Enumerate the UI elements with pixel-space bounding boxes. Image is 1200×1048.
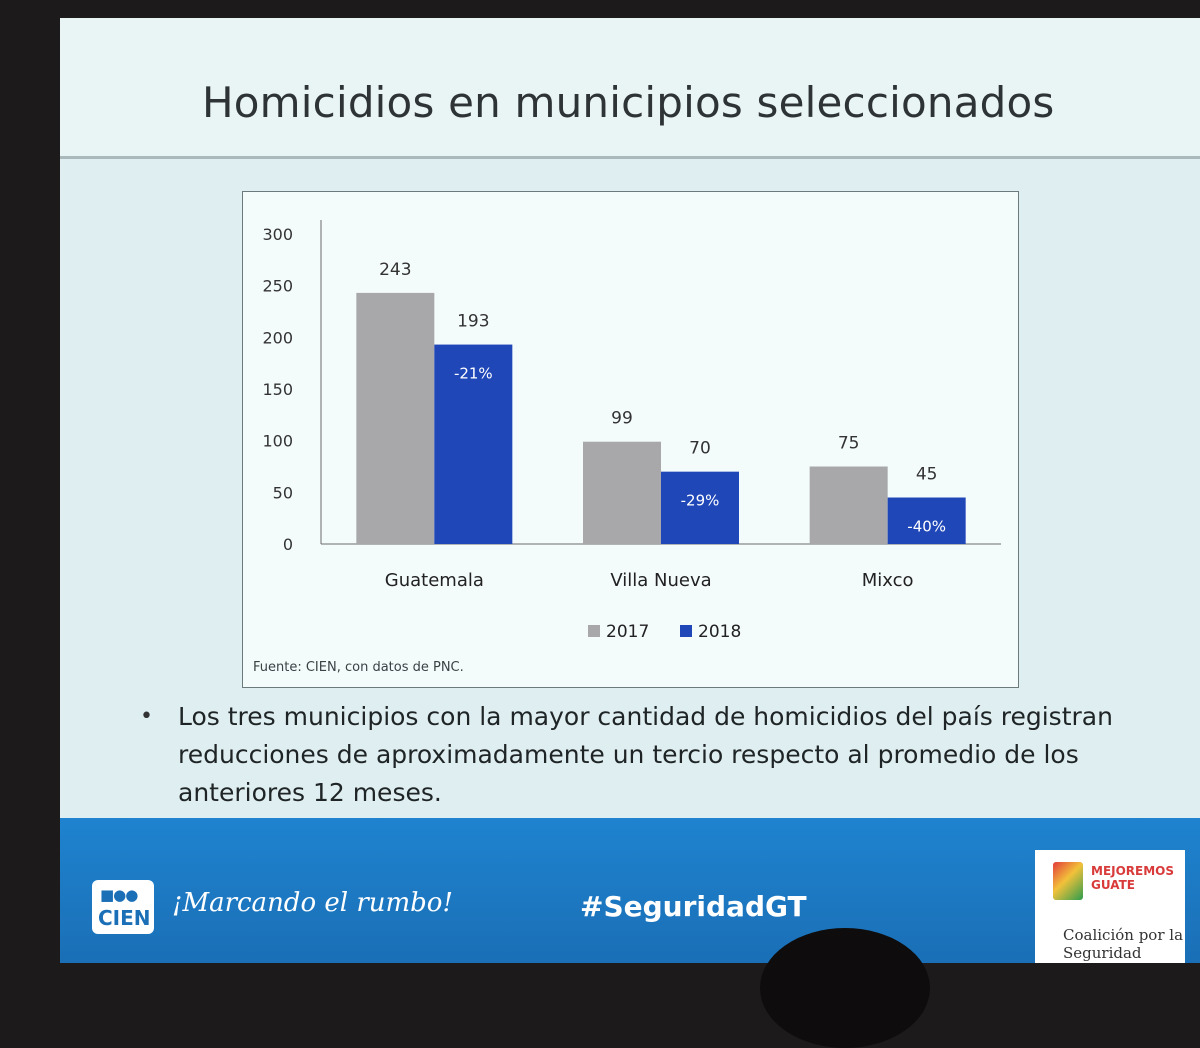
cien-logo: ■●● CIEN <box>92 880 154 934</box>
legend-label: 2017 <box>606 622 649 642</box>
legend-swatch <box>588 625 600 637</box>
category-label: Mixco <box>862 570 914 591</box>
category-label: Guatemala <box>385 570 484 591</box>
bar-value-label: 45 <box>916 465 938 485</box>
partner-mark-icon <box>1053 862 1083 900</box>
footer-hashtag: #SeguridadGT <box>580 890 807 923</box>
bar-2017 <box>356 292 435 544</box>
footer-band: ■●● CIEN ¡Marcando el rumbo! #SeguridadG… <box>60 818 1200 963</box>
change-label: -29% <box>681 492 720 510</box>
footer-tagline: ¡Marcando el rumbo! <box>172 888 453 918</box>
legend-label: 2018 <box>698 622 741 642</box>
bar-2018 <box>887 497 966 544</box>
y-tick-label: 200 <box>262 328 293 347</box>
bar-value-label: 99 <box>611 409 633 429</box>
y-tick-label: 150 <box>262 380 293 399</box>
bullet-text: Los tres municipios con la mayor cantida… <box>178 702 1113 807</box>
change-label: -40% <box>907 518 946 536</box>
bar-2017 <box>583 441 661 544</box>
chart-source: Fuente: CIEN, con datos de PNC. <box>253 660 464 675</box>
y-tick-label: 100 <box>262 432 293 451</box>
change-label: -21% <box>454 365 493 383</box>
title-bar: Homicidios en municipios seleccionados <box>60 18 1200 159</box>
partner-brand: MEJOREMOS GUATE <box>1091 864 1175 892</box>
bullet-dot: • <box>140 704 153 729</box>
category-label: Villa Nueva <box>610 570 711 591</box>
y-tick-label: 50 <box>273 483 293 502</box>
partner-logo: MEJOREMOS GUATE Coalición por la Segurid… <box>1035 850 1185 963</box>
logo-dots-icon: ■●● <box>100 886 138 904</box>
audience-head-silhouette <box>760 928 930 1048</box>
bar-value-label: 243 <box>379 260 411 280</box>
bar-chart: 0 50 100 150 200 250 300 243 193 -21% Guatemala 99 7… <box>262 220 1001 642</box>
logo-text: CIEN <box>98 906 151 930</box>
bar-value-label: 193 <box>457 312 489 332</box>
bar-2018 <box>661 471 739 544</box>
slide-title: Homicidios en municipios seleccionados <box>202 78 1055 127</box>
y-tick-label: 0 <box>283 535 293 554</box>
bar-value-label: 70 <box>689 439 711 459</box>
bar-2017 <box>809 466 888 544</box>
y-tick-label: 250 <box>262 277 293 296</box>
y-tick-label: 300 <box>262 225 293 244</box>
bar-value-label: 75 <box>838 434 860 454</box>
chart-container: 0 50 100 150 200 250 300 243 193 -21% Guatemala 99 7… <box>242 191 1019 688</box>
legend-swatch <box>680 625 692 637</box>
partner-name: Coalición por la Seguridad <box>1063 926 1184 962</box>
bar-2018 <box>434 344 513 544</box>
presentation-slide: Homicidios en municipios seleccionados 0… <box>60 18 1200 963</box>
